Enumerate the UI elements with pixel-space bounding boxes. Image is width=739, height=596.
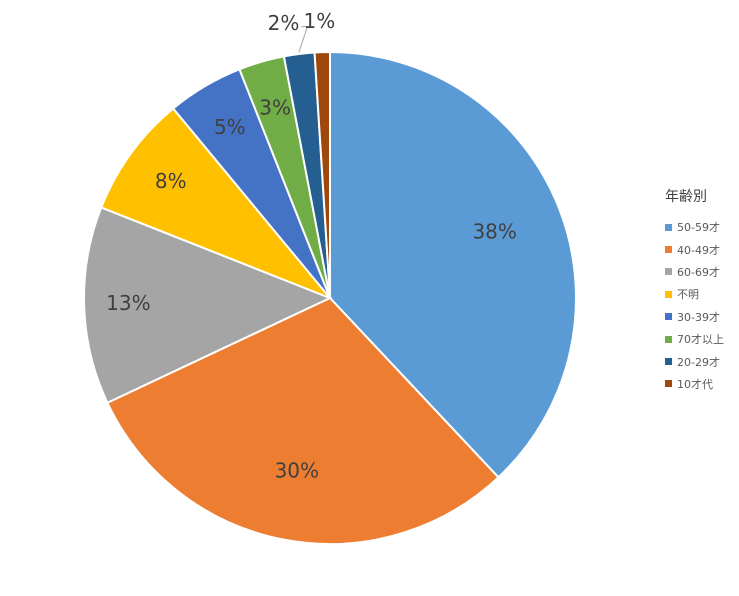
legend-label: 不明 <box>677 288 699 302</box>
pie-slice <box>106 296 500 545</box>
data-label: 38% <box>472 219 516 243</box>
legend-item: 70才以上 <box>665 328 724 350</box>
legend-item: 40-49才 <box>665 238 724 260</box>
legend-swatch <box>665 246 672 254</box>
legend-swatch <box>665 380 672 388</box>
legend-item: 30-39才 <box>665 306 724 328</box>
legend-label: 20-29才 <box>677 355 720 369</box>
legend-item: 不明 <box>665 283 724 305</box>
legend-label: 70才以上 <box>677 333 724 347</box>
legend-label: 30-39才 <box>677 310 720 324</box>
data-label: 1% <box>303 9 335 33</box>
legend-swatch <box>665 268 672 276</box>
legend-swatch <box>665 223 672 231</box>
leader-line <box>298 26 309 53</box>
legend-label: 60-69才 <box>677 265 720 279</box>
pie-slice <box>99 107 331 299</box>
pie-slice <box>83 206 333 405</box>
legend-label: 50-59才 <box>677 221 720 235</box>
legend-label: 10才代 <box>677 377 713 391</box>
legend-swatch <box>665 290 672 298</box>
legend-item: 10才代 <box>665 373 724 395</box>
legend-item: 50-59才 <box>665 216 724 238</box>
legend: 年齢別 50-59才 40-49才 60-69才 不明 30-39才 70才以上 20-29… <box>665 186 724 395</box>
legend-swatch <box>665 313 672 321</box>
legend-label: 40-49才 <box>677 243 720 257</box>
pie-slice <box>313 50 331 299</box>
legend-swatch <box>665 358 672 366</box>
data-label: 8% <box>155 169 187 193</box>
data-label: 2% <box>268 11 300 35</box>
legend-title: 年齢別 <box>665 189 707 205</box>
pie-slice <box>329 50 577 479</box>
legend-item: 60-69才 <box>665 261 724 283</box>
data-label: 5% <box>214 115 246 139</box>
legend-swatch <box>665 335 672 343</box>
data-label: 30% <box>275 458 319 482</box>
legend-item: 20-29才 <box>665 350 724 372</box>
data-label: 13% <box>106 291 150 315</box>
data-label: 3% <box>259 96 291 120</box>
